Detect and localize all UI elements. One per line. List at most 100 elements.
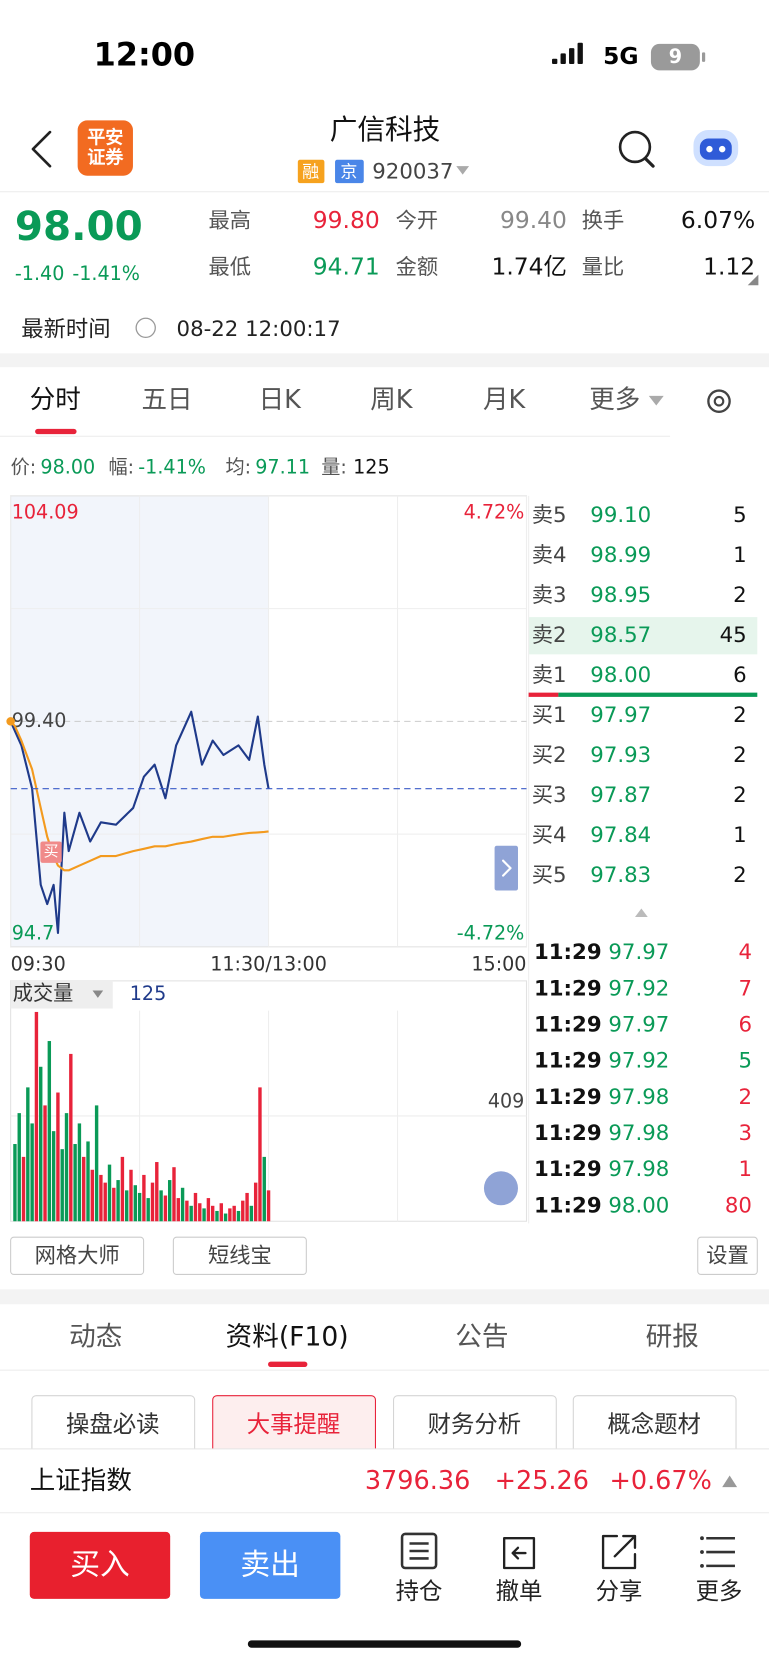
volume-bar	[262, 1156, 266, 1222]
back-button[interactable]	[31, 130, 52, 168]
tool-button[interactable]	[10, 1236, 145, 1275]
battery-level: 9	[669, 45, 682, 68]
volume-bar	[94, 1105, 99, 1222]
book-label: 买2	[532, 743, 567, 768]
volume-bar	[236, 1210, 241, 1222]
open-dot	[6, 717, 15, 726]
price-line	[9, 720, 269, 872]
info-label: 量:	[321, 456, 347, 479]
y2-tick-label: 4.72%	[464, 500, 525, 523]
action-label[interactable]: 更多	[696, 1577, 743, 1605]
tool-button[interactable]	[172, 1236, 307, 1275]
trade-time: 11:29	[534, 940, 602, 965]
price-change-pct: -1.41%	[72, 262, 140, 285]
icon	[400, 1532, 438, 1570]
stat-label: 量比	[582, 255, 625, 280]
book-label: 卖2	[532, 623, 567, 648]
volume-bar	[116, 1180, 120, 1222]
section-tab[interactable]: 资料(F10)	[226, 1322, 349, 1353]
stat-value: 94.71	[313, 253, 380, 281]
book-price: 97.84	[590, 823, 651, 848]
volume-bar	[258, 1087, 262, 1222]
assistant-eye	[719, 145, 726, 153]
search-button[interactable]	[618, 130, 652, 164]
tab-indicator	[35, 428, 77, 435]
chart-nav-button[interactable]	[494, 845, 518, 891]
trade-price: 97.97	[608, 940, 669, 965]
book-price: 97.97	[590, 703, 651, 728]
trade-marker-text: 买	[44, 842, 59, 860]
book-volume: 2	[733, 783, 747, 808]
tag-rong	[297, 159, 325, 184]
volume-bar	[133, 1185, 138, 1222]
volume-bar	[82, 1156, 86, 1222]
book-label: 买1	[532, 703, 567, 728]
section-tab[interactable]: 动态	[69, 1322, 122, 1353]
last-price: 98.00	[15, 202, 143, 250]
chart-tab[interactable]: 日K	[259, 385, 303, 415]
action-label[interactable]: 分享	[596, 1577, 643, 1605]
icon	[700, 1563, 704, 1568]
action-label[interactable]: 撤单	[496, 1577, 543, 1605]
code-dropdown[interactable]	[456, 166, 470, 175]
book-volume: 45	[720, 623, 747, 648]
x-tick-label: 11:30/13:00	[210, 952, 327, 975]
index-bar[interactable]	[0, 1448, 769, 1513]
volume-bar	[180, 1187, 185, 1222]
stock-code: 920037	[372, 160, 453, 185]
tool-button[interactable]	[697, 1236, 758, 1275]
volume-bar	[249, 1205, 254, 1222]
volume-bar	[150, 1182, 155, 1222]
y2-tick-label: -4.72%	[457, 922, 525, 945]
stat-label: 金额	[396, 255, 439, 280]
section-tab[interactable]: 公告	[455, 1322, 508, 1353]
sell-button[interactable]	[199, 1531, 341, 1599]
sub-button-label: 操盘必读	[66, 1410, 160, 1438]
action-label[interactable]: 持仓	[396, 1577, 443, 1605]
volume-bar	[206, 1198, 211, 1222]
book-volume: 1	[733, 543, 747, 568]
fullscreen-button[interactable]	[483, 1171, 518, 1206]
trade-time: 11:29	[534, 1013, 602, 1038]
book-volume: 2	[733, 703, 747, 728]
volume-bar	[198, 1203, 202, 1222]
y-tick-label: 94.7	[12, 922, 55, 945]
chart-tab[interactable]: 更多	[589, 385, 640, 415]
volume-title: 成交量	[13, 981, 74, 1005]
volume-current: 125	[130, 982, 167, 1005]
trade-volume: 2	[738, 1085, 752, 1110]
book-label: 卖4	[532, 543, 567, 568]
chart-tab[interactable]: 五日	[141, 385, 192, 415]
info-icon[interactable]	[135, 317, 156, 339]
index-name: 上证指数	[30, 1466, 132, 1496]
chart-tab[interactable]: 周K	[370, 385, 414, 415]
volume-bar	[163, 1195, 168, 1222]
x-tick-label: 09:30	[11, 952, 66, 975]
buy-button[interactable]	[29, 1531, 171, 1599]
volume-bar	[129, 1169, 133, 1222]
volume-bar	[202, 1208, 206, 1222]
sub-button-label: 概念题材	[607, 1410, 701, 1438]
volume-bar	[69, 1053, 73, 1222]
buy-label: 买入	[70, 1547, 130, 1582]
volume-bar	[223, 1213, 228, 1222]
settings-button[interactable]	[707, 389, 731, 414]
volume-bar	[43, 1105, 47, 1222]
volume-bar	[17, 1113, 21, 1222]
volume-bar	[232, 1205, 236, 1222]
trade-volume: 80	[725, 1193, 752, 1218]
tag: 融	[302, 163, 319, 183]
book-price: 98.00	[590, 663, 651, 688]
chart-tab[interactable]: 分时	[30, 385, 81, 415]
volume-bar	[146, 1198, 150, 1222]
network: 5G	[603, 42, 638, 70]
broker-logo	[77, 120, 133, 176]
volume-bar	[215, 1210, 219, 1222]
section-tab[interactable]: 研报	[646, 1322, 699, 1353]
price-change: -1.40	[15, 262, 64, 285]
chart-tab[interactable]: 月K	[483, 385, 527, 415]
book-label: 买4	[532, 823, 567, 848]
volume-bar	[266, 1190, 271, 1222]
info-value: 98.00	[40, 456, 95, 479]
book-collapse[interactable]	[634, 908, 648, 918]
